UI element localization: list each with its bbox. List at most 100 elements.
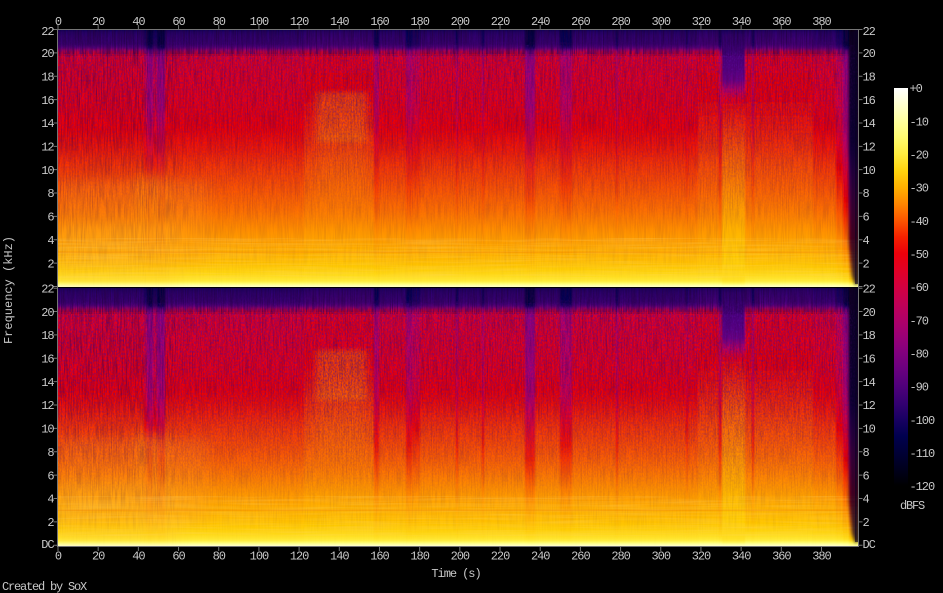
svg-text:14: 14 xyxy=(41,376,54,390)
svg-text:20: 20 xyxy=(41,306,54,320)
svg-text:8: 8 xyxy=(863,446,870,460)
svg-text:80: 80 xyxy=(213,550,226,564)
svg-text:340: 340 xyxy=(732,15,751,29)
svg-text:12: 12 xyxy=(863,399,876,413)
svg-text:10: 10 xyxy=(863,164,876,178)
svg-text:16: 16 xyxy=(41,94,54,108)
svg-text:100: 100 xyxy=(250,550,269,564)
svg-text:320: 320 xyxy=(692,15,711,29)
svg-text:100: 100 xyxy=(250,15,269,29)
svg-text:320: 320 xyxy=(692,550,711,564)
svg-text:8: 8 xyxy=(47,187,54,201)
svg-text:20: 20 xyxy=(863,47,876,61)
svg-text:80: 80 xyxy=(213,15,226,29)
svg-text:18: 18 xyxy=(863,70,876,84)
svg-text:360: 360 xyxy=(772,15,791,29)
svg-text:dBFS: dBFS xyxy=(900,499,925,513)
svg-text:4: 4 xyxy=(863,234,870,248)
svg-text:12: 12 xyxy=(863,141,876,155)
svg-text:60: 60 xyxy=(172,15,185,29)
svg-text:16: 16 xyxy=(863,94,876,108)
svg-text:6: 6 xyxy=(47,211,54,225)
svg-text:-30: -30 xyxy=(910,182,929,196)
svg-text:-50: -50 xyxy=(910,248,929,262)
svg-text:22: 22 xyxy=(863,282,876,296)
svg-text:200: 200 xyxy=(451,15,470,29)
svg-text:DC: DC xyxy=(863,538,876,552)
svg-text:22: 22 xyxy=(41,25,54,39)
svg-text:-70: -70 xyxy=(910,314,929,328)
svg-text:260: 260 xyxy=(571,550,590,564)
svg-text:40: 40 xyxy=(132,15,145,29)
svg-text:120: 120 xyxy=(290,15,309,29)
svg-text:14: 14 xyxy=(863,376,876,390)
svg-text:160: 160 xyxy=(370,15,389,29)
svg-text:16: 16 xyxy=(41,352,54,366)
svg-text:280: 280 xyxy=(611,15,630,29)
svg-text:12: 12 xyxy=(41,141,54,155)
svg-text:240: 240 xyxy=(531,15,550,29)
svg-text:300: 300 xyxy=(652,15,671,29)
svg-text:18: 18 xyxy=(41,70,54,84)
svg-text:-10: -10 xyxy=(910,115,929,129)
svg-text:40: 40 xyxy=(132,550,145,564)
svg-text:140: 140 xyxy=(330,15,349,29)
svg-text:380: 380 xyxy=(812,550,831,564)
svg-text:22: 22 xyxy=(863,25,876,39)
svg-text:Created by SoX: Created by SoX xyxy=(2,580,87,593)
svg-text:340: 340 xyxy=(732,550,751,564)
svg-text:200: 200 xyxy=(451,550,470,564)
svg-text:2: 2 xyxy=(863,516,870,530)
svg-text:2: 2 xyxy=(47,516,54,530)
svg-text:0: 0 xyxy=(55,15,62,29)
svg-text:220: 220 xyxy=(491,550,510,564)
svg-text:10: 10 xyxy=(863,423,876,437)
svg-text:380: 380 xyxy=(812,15,831,29)
svg-text:22: 22 xyxy=(41,282,54,296)
svg-text:2: 2 xyxy=(47,257,54,271)
svg-text:20: 20 xyxy=(92,15,105,29)
svg-text:2: 2 xyxy=(863,257,870,271)
svg-text:20: 20 xyxy=(41,47,54,61)
svg-text:6: 6 xyxy=(47,469,54,483)
svg-text:4: 4 xyxy=(47,493,54,507)
svg-text:260: 260 xyxy=(571,15,590,29)
svg-text:180: 180 xyxy=(410,550,429,564)
svg-text:Frequency (kHz): Frequency (kHz) xyxy=(2,236,16,344)
svg-text:DC: DC xyxy=(41,538,54,552)
svg-text:160: 160 xyxy=(370,550,389,564)
svg-text:6: 6 xyxy=(863,211,870,225)
svg-text:-20: -20 xyxy=(910,149,929,163)
svg-text:140: 140 xyxy=(330,550,349,564)
svg-text:20: 20 xyxy=(92,550,105,564)
svg-text:8: 8 xyxy=(863,187,870,201)
svg-text:-120: -120 xyxy=(910,480,935,494)
svg-text:0: 0 xyxy=(55,550,62,564)
svg-text:-110: -110 xyxy=(910,447,935,461)
svg-text:10: 10 xyxy=(41,423,54,437)
svg-text:+0: +0 xyxy=(910,82,923,96)
svg-text:60: 60 xyxy=(172,550,185,564)
svg-text:-40: -40 xyxy=(910,215,929,229)
svg-text:4: 4 xyxy=(47,234,54,248)
svg-text:Time (s): Time (s) xyxy=(431,567,480,581)
svg-text:10: 10 xyxy=(41,164,54,178)
svg-text:18: 18 xyxy=(863,329,876,343)
svg-text:360: 360 xyxy=(772,550,791,564)
svg-text:14: 14 xyxy=(863,117,876,131)
svg-text:-80: -80 xyxy=(910,348,929,362)
svg-text:120: 120 xyxy=(290,550,309,564)
svg-text:280: 280 xyxy=(611,550,630,564)
svg-text:18: 18 xyxy=(41,329,54,343)
svg-text:240: 240 xyxy=(531,550,550,564)
svg-text:-100: -100 xyxy=(910,414,935,428)
svg-text:16: 16 xyxy=(863,352,876,366)
svg-text:4: 4 xyxy=(863,493,870,507)
svg-text:20: 20 xyxy=(863,306,876,320)
svg-text:6: 6 xyxy=(863,469,870,483)
svg-text:8: 8 xyxy=(47,446,54,460)
svg-text:180: 180 xyxy=(410,15,429,29)
svg-text:14: 14 xyxy=(41,117,54,131)
svg-text:300: 300 xyxy=(652,550,671,564)
svg-text:-60: -60 xyxy=(910,281,929,295)
